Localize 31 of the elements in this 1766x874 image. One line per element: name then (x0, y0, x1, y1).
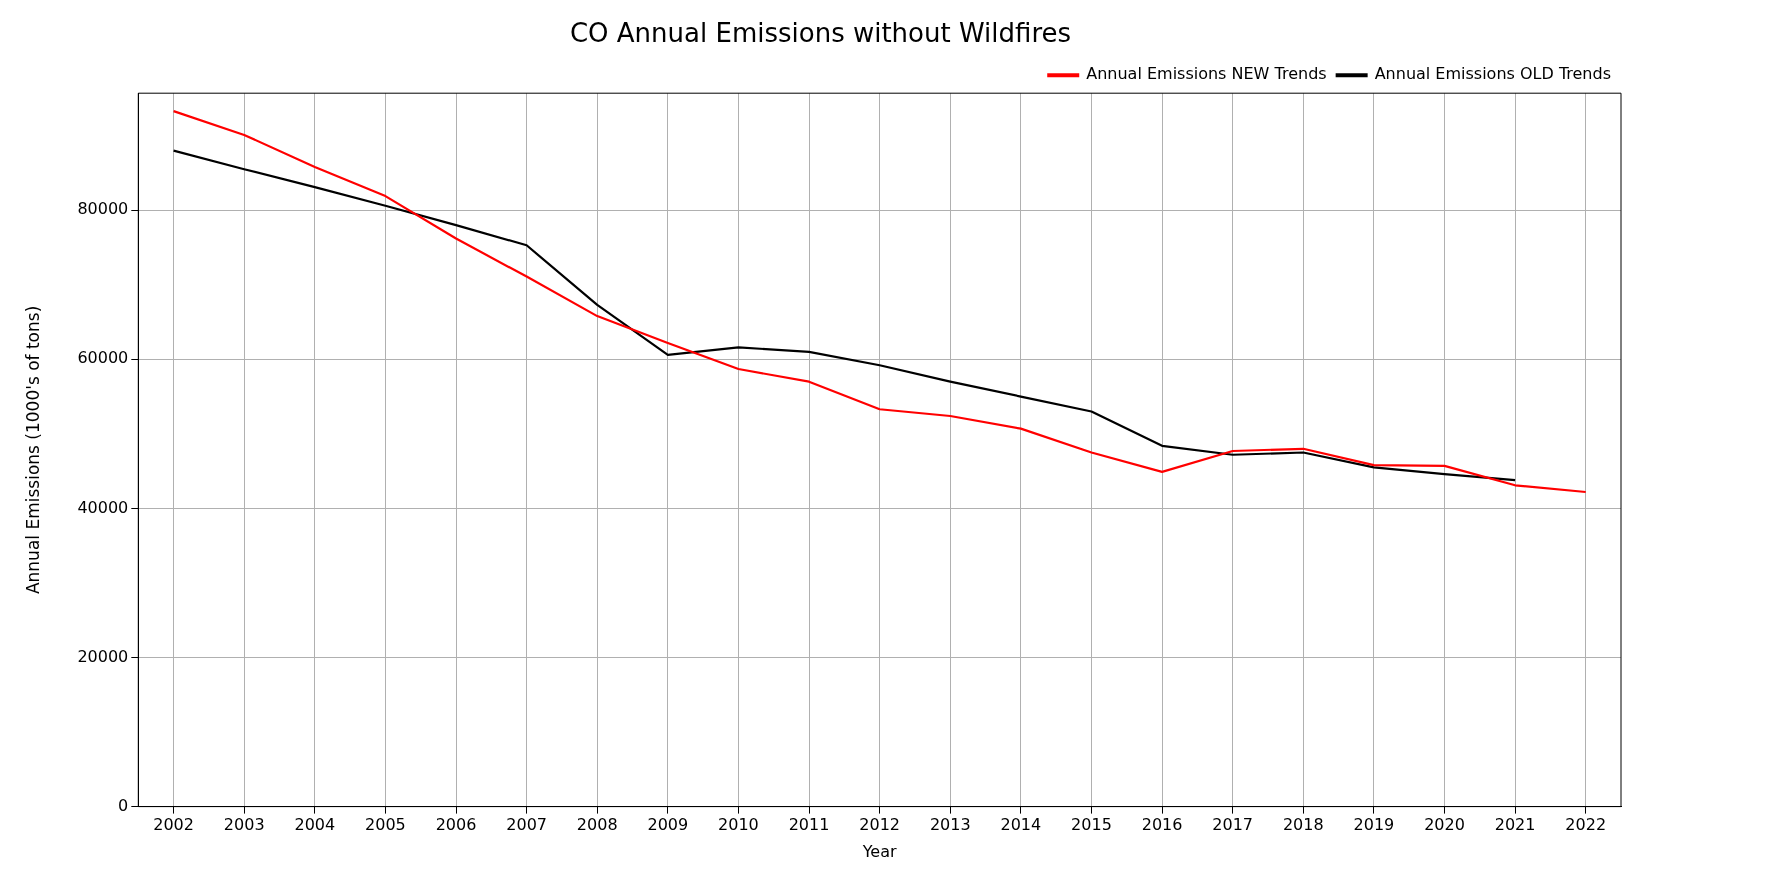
x-tick-label: 2022 (1565, 815, 1607, 835)
legend-label: Annual Emissions OLD Trends (1374, 64, 1612, 84)
x-tick-label: 2020 (1424, 815, 1465, 835)
legend-label: Annual Emissions NEW Trends (1086, 64, 1327, 84)
x-tick-label: 2015 (1071, 815, 1112, 835)
y-axis-title: Annual Emissions (1000's of tons) (22, 305, 43, 595)
x-tick-label: 2005 (365, 815, 406, 835)
x-tick-label: 2004 (294, 815, 336, 835)
x-tick-label: 2013 (929, 815, 971, 835)
y-tick-label: 40000 (77, 497, 129, 517)
chart-title: CO Annual Emissions without Wildfires (569, 18, 1072, 49)
x-tick-label: 2006 (435, 815, 477, 835)
x-tick-label: 2002 (153, 815, 194, 835)
y-tick-label: 80000 (77, 199, 129, 219)
x-tick-label: 2011 (788, 815, 830, 835)
y-tick-label: 0 (118, 795, 129, 815)
x-tick-label: 2018 (1282, 815, 1324, 835)
x-tick-label: 2010 (718, 815, 759, 835)
x-tick-label: 2017 (1212, 815, 1254, 835)
x-tick-label: 2016 (1141, 815, 1183, 835)
x-axis-title: Year (861, 841, 898, 861)
x-tick-label: 2021 (1494, 815, 1536, 835)
x-tick-label: 2014 (1000, 815, 1042, 835)
x-tick-label: 2009 (647, 815, 689, 835)
y-tick-label: 60000 (77, 348, 129, 368)
x-tick-label: 2008 (576, 815, 618, 835)
y-tick-label: 20000 (77, 646, 129, 666)
x-tick-label: 2019 (1353, 815, 1395, 835)
x-tick-label: 2007 (506, 815, 547, 835)
x-tick-label: 2012 (859, 815, 901, 835)
x-tick-label: 2003 (223, 815, 265, 835)
